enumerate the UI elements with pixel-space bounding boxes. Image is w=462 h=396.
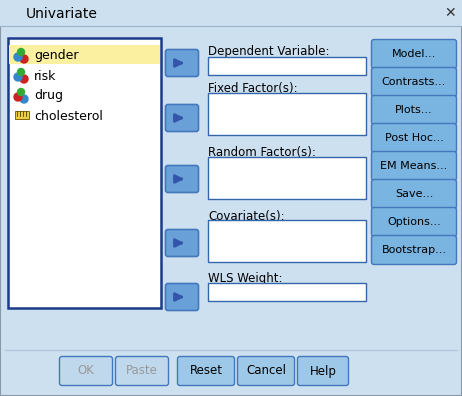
Circle shape — [18, 69, 24, 76]
FancyBboxPatch shape — [208, 57, 366, 75]
Text: ✕: ✕ — [444, 6, 456, 20]
FancyBboxPatch shape — [60, 356, 113, 385]
Text: Covariate(s):: Covariate(s): — [208, 210, 285, 223]
Circle shape — [14, 53, 22, 61]
FancyBboxPatch shape — [237, 356, 294, 385]
FancyBboxPatch shape — [165, 166, 199, 192]
Text: Options...: Options... — [387, 217, 441, 227]
FancyBboxPatch shape — [165, 230, 199, 257]
FancyBboxPatch shape — [371, 236, 456, 265]
FancyBboxPatch shape — [371, 179, 456, 209]
FancyBboxPatch shape — [371, 67, 456, 97]
Text: cholesterol: cholesterol — [34, 110, 103, 122]
FancyBboxPatch shape — [298, 356, 348, 385]
Text: Plots...: Plots... — [395, 105, 433, 115]
Text: risk: risk — [34, 70, 56, 82]
FancyBboxPatch shape — [0, 0, 462, 26]
FancyBboxPatch shape — [208, 157, 366, 199]
FancyBboxPatch shape — [165, 50, 199, 76]
Text: OK: OK — [78, 364, 94, 377]
Text: Save...: Save... — [395, 189, 433, 199]
Text: Cancel: Cancel — [246, 364, 286, 377]
FancyBboxPatch shape — [371, 124, 456, 152]
Text: Reset: Reset — [189, 364, 223, 377]
Text: Post Hoc...: Post Hoc... — [384, 133, 444, 143]
Circle shape — [20, 75, 28, 83]
FancyBboxPatch shape — [177, 356, 235, 385]
FancyBboxPatch shape — [15, 111, 29, 119]
Text: Dependent Variable:: Dependent Variable: — [208, 45, 329, 58]
FancyBboxPatch shape — [208, 220, 366, 262]
Circle shape — [14, 93, 22, 101]
Text: gender: gender — [34, 50, 79, 63]
Text: Help: Help — [310, 364, 336, 377]
Circle shape — [14, 73, 22, 81]
FancyBboxPatch shape — [208, 283, 366, 301]
Text: Contrasts...: Contrasts... — [382, 77, 446, 87]
FancyBboxPatch shape — [371, 208, 456, 236]
Text: drug: drug — [34, 89, 63, 103]
Text: Paste: Paste — [126, 364, 158, 377]
Text: Fixed Factor(s):: Fixed Factor(s): — [208, 82, 298, 95]
Text: Univariate: Univariate — [26, 7, 98, 21]
FancyBboxPatch shape — [371, 152, 456, 181]
Text: Model...: Model... — [392, 49, 436, 59]
Circle shape — [20, 55, 28, 63]
Text: EM Means...: EM Means... — [380, 161, 448, 171]
Text: Bootstrap...: Bootstrap... — [382, 245, 446, 255]
FancyBboxPatch shape — [165, 105, 199, 131]
FancyBboxPatch shape — [9, 45, 160, 64]
FancyBboxPatch shape — [8, 38, 161, 308]
FancyBboxPatch shape — [208, 93, 366, 135]
Circle shape — [18, 88, 24, 95]
Circle shape — [20, 95, 28, 103]
Text: Random Factor(s):: Random Factor(s): — [208, 146, 316, 159]
FancyBboxPatch shape — [371, 95, 456, 124]
FancyBboxPatch shape — [165, 284, 199, 310]
Text: WLS Weight:: WLS Weight: — [208, 272, 282, 285]
FancyBboxPatch shape — [371, 40, 456, 69]
FancyBboxPatch shape — [116, 356, 169, 385]
Circle shape — [18, 48, 24, 55]
